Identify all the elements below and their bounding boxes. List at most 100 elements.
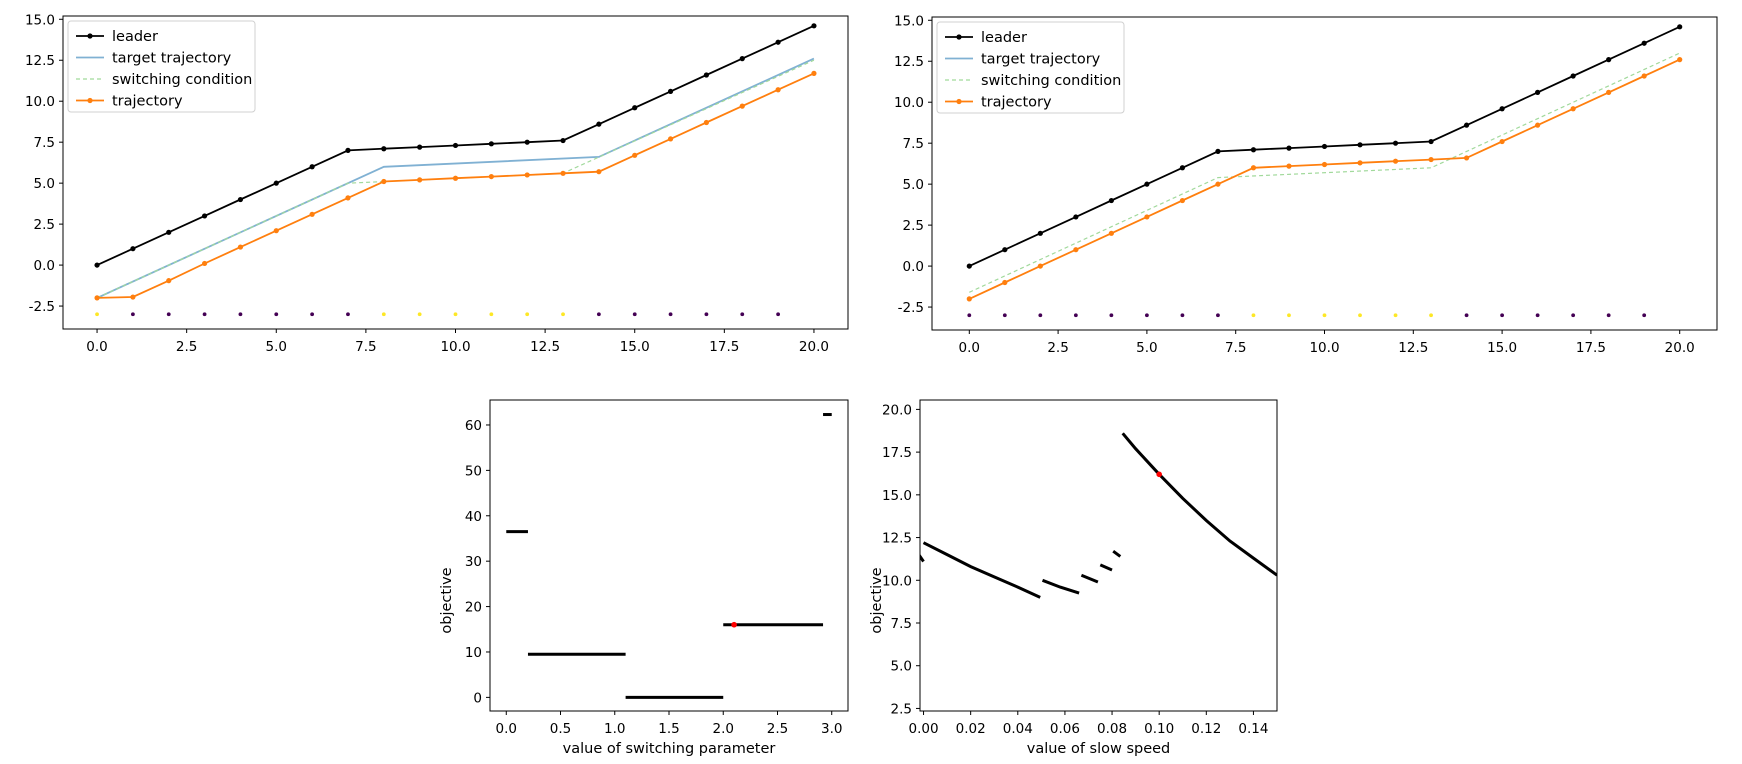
legend-label-leader: leader (112, 29, 158, 45)
y-tick-label: 0 (473, 690, 482, 706)
y-tick-label: 20.0 (882, 402, 912, 418)
x-tick-label: 0.14 (1238, 721, 1268, 737)
x-tick-label: 15.0 (1487, 340, 1517, 356)
status-dot (668, 312, 673, 317)
series-point-leader (739, 56, 745, 62)
series-point-leader (94, 262, 100, 268)
series-line-switching (969, 52, 1680, 293)
series-point-trajectory (1428, 156, 1434, 163)
series-point-leader (632, 105, 638, 111)
series-point-trajectory (1641, 73, 1647, 79)
x-tick-label: 17.5 (709, 339, 739, 355)
chart-bottom-left: 0.0 0.5 1.0 1.5 2.0 2.5 3.0 0 10 20 30 40 50 60 value … (439, 399, 849, 757)
axes-frame (489, 399, 849, 712)
series-point-leader (1641, 40, 1647, 46)
x-tick-label: 2.5 (176, 339, 197, 355)
x-tick-label: 0.10 (1144, 721, 1174, 737)
status-dot (1642, 313, 1647, 318)
status-dot (1073, 313, 1078, 318)
series-point-leader (1250, 147, 1257, 153)
series-point-trajectory (1535, 122, 1541, 128)
legend-marker-leader (87, 33, 93, 39)
series-point-leader (775, 39, 781, 45)
status-dot (1358, 313, 1362, 318)
y-tick-label: 15.0 (882, 488, 912, 504)
y-tick-label: 0.0 (903, 259, 924, 275)
series-point-leader (1428, 138, 1434, 145)
legend-label-switching: switching condition (112, 72, 252, 88)
series-point-leader (667, 88, 674, 94)
series-point-leader (309, 164, 315, 170)
y-tick-label: 15.0 (894, 13, 924, 29)
status-dot (1606, 313, 1611, 318)
series-point-leader (1499, 106, 1505, 112)
status-dot (1251, 313, 1256, 318)
x-tick-label: 0.0 (86, 339, 107, 355)
series-point-trajectory (966, 296, 972, 302)
x-tick-label: 7.5 (355, 339, 376, 355)
status-dot (1393, 313, 1398, 318)
series-point-leader (524, 139, 530, 145)
x-tick-label: 20.0 (799, 339, 829, 355)
status-dot (202, 312, 207, 317)
status-dot (776, 312, 781, 317)
x-axis-label: value of slow speed (1027, 741, 1171, 757)
objective-curve (920, 553, 925, 563)
status-dot (561, 312, 565, 317)
status-dot (346, 312, 350, 317)
y-tick-label: 5.0 (891, 659, 912, 675)
x-tick-label: 10.0 (1309, 340, 1339, 356)
series-point-trajectory (1321, 161, 1328, 168)
x-tick-label: 0.02 (956, 721, 986, 737)
y-tick-label: 17.5 (882, 445, 912, 461)
series-point-leader (130, 246, 136, 252)
y-axis-label: objective (439, 567, 455, 633)
series-point-trajectory (1108, 230, 1114, 236)
y-tick-label: 10 (465, 645, 482, 661)
series-point-trajectory (596, 169, 602, 175)
y-tick-label: 2.5 (34, 217, 55, 233)
plot-area (94, 23, 817, 317)
series-point-leader (452, 142, 459, 149)
legend-label-trajectory: trajectory (981, 95, 1052, 111)
x-tick-label: 5.0 (1136, 340, 1157, 356)
status-dot (1322, 313, 1327, 318)
series-point-trajectory (632, 152, 638, 158)
series-point-trajectory (739, 103, 745, 109)
y-tick-label: 30 (465, 554, 482, 570)
y-tick-label: 10.0 (894, 95, 924, 111)
series-point-trajectory (1499, 138, 1505, 145)
series-point-leader (1677, 24, 1683, 30)
series-point-leader (1002, 247, 1008, 253)
series-point-leader (1108, 197, 1114, 204)
legend: leader target trajectory switching conditi… (936, 21, 1125, 114)
series-point-leader (596, 121, 602, 127)
series-point-leader (166, 229, 172, 235)
series-point-trajectory (345, 195, 351, 201)
series-point-trajectory (94, 295, 100, 301)
y-tick-label: 12.5 (882, 531, 912, 547)
status-dot (1429, 313, 1433, 318)
plot-area (920, 432, 1277, 599)
series-point-leader (1286, 145, 1292, 151)
series-point-leader (966, 263, 972, 269)
series-point-leader (1392, 140, 1399, 146)
y-tick-label: 10.0 (882, 573, 912, 589)
series-point-trajectory (1463, 155, 1470, 161)
legend-marker-leader (956, 34, 962, 40)
legend-label-target: target trajectory (981, 52, 1101, 68)
status-dot (1535, 313, 1540, 318)
y-tick-label: -2.5 (29, 299, 55, 315)
status-dot (130, 312, 135, 317)
series-point-leader (417, 144, 423, 150)
x-tick-label: 2.5 (767, 721, 788, 737)
x-tick-label: 0.08 (1097, 721, 1127, 737)
status-dot (274, 312, 279, 317)
highlight-point (731, 621, 737, 628)
y-tick-label: 40 (465, 509, 482, 525)
y-tick-label: -2.5 (898, 300, 924, 316)
y-tick-label: 7.5 (34, 135, 55, 151)
series-point-trajectory (1606, 89, 1612, 95)
chart-bottom-right: 0.00 0.02 0.04 0.06 0.08 0.10 0.12 0.14 2.5 5.0 7.… (869, 399, 1278, 757)
y-tick-label: 2.5 (903, 218, 924, 234)
